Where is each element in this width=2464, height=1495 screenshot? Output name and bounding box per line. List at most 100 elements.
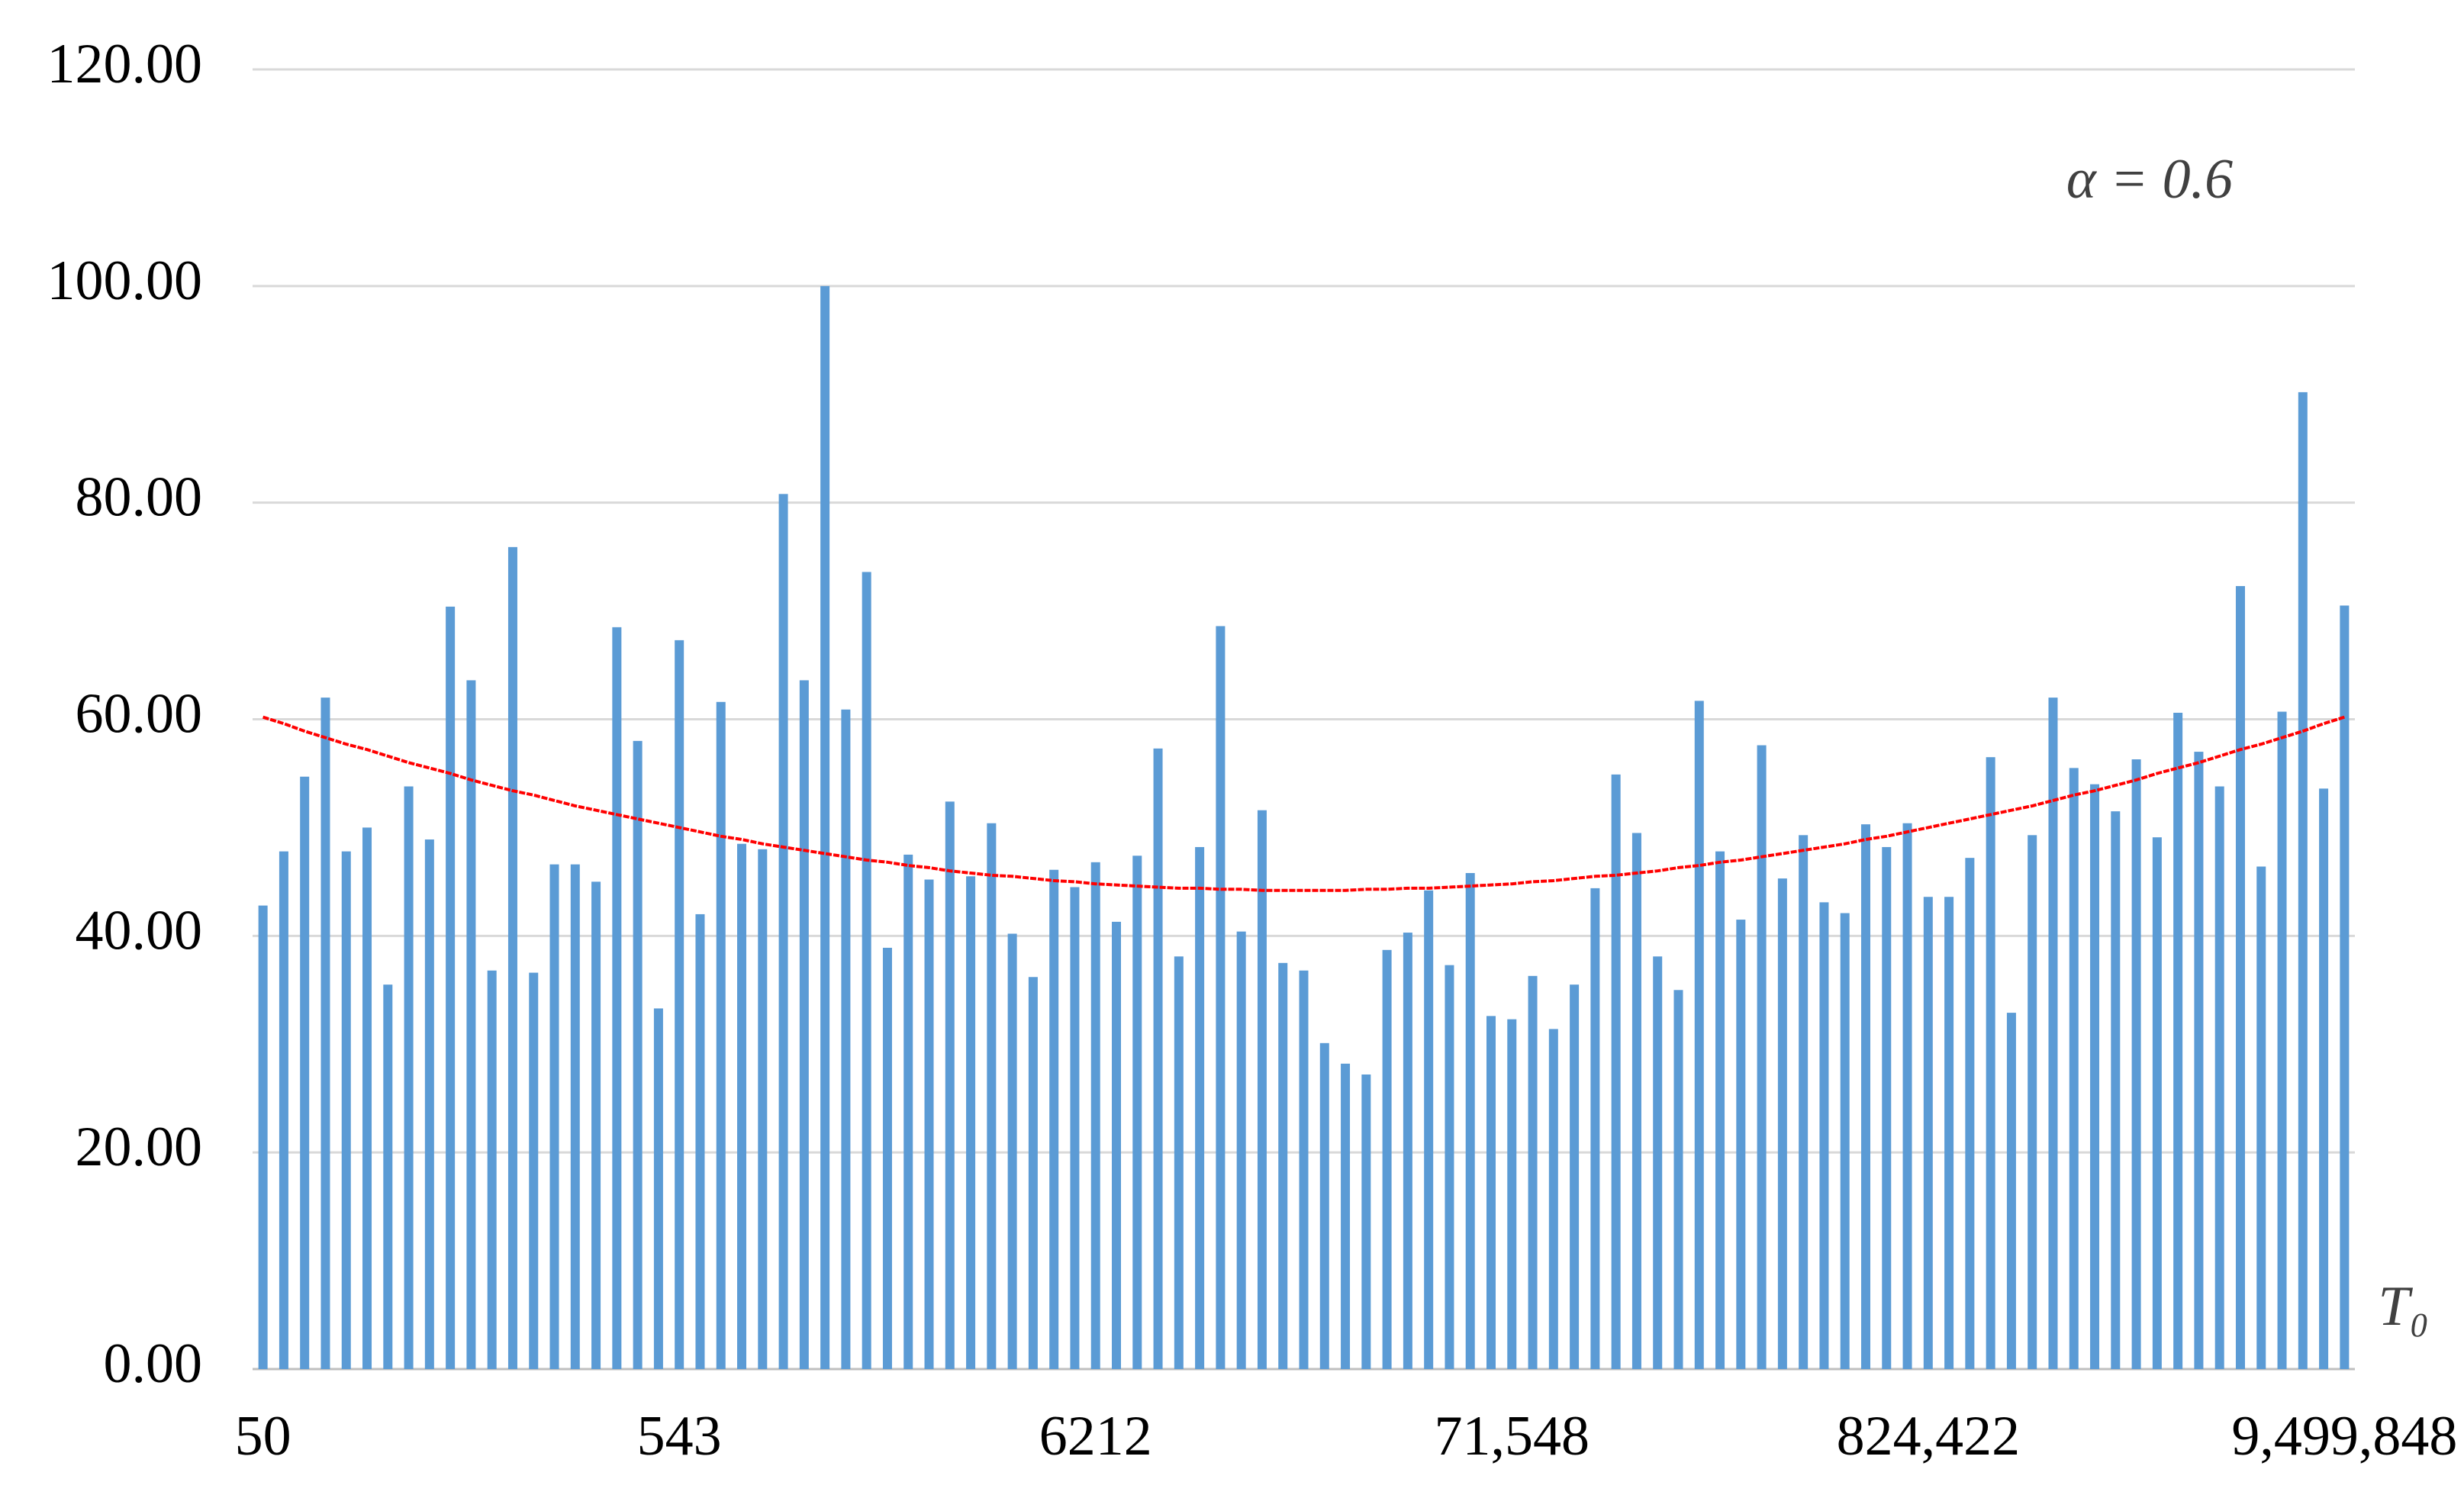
bar (1965, 858, 1975, 1369)
x-tick-label: 50 (235, 1405, 291, 1468)
bar (2006, 1013, 2016, 1369)
bar (487, 970, 497, 1369)
bar (2173, 712, 2183, 1369)
x-axis-label: T₀ (2379, 1275, 2430, 1338)
bar (507, 546, 517, 1369)
trend-line (263, 715, 2345, 892)
bar (1736, 920, 1746, 1369)
bar (1611, 774, 1621, 1369)
bar (258, 905, 268, 1369)
bar (1424, 890, 1434, 1369)
bar (591, 881, 601, 1369)
bar (1653, 956, 1663, 1369)
bar (675, 640, 684, 1369)
bar (1216, 626, 1226, 1369)
bar (466, 680, 476, 1369)
bar (924, 879, 934, 1369)
bar (1757, 745, 1767, 1369)
bar (424, 839, 434, 1369)
x-tick-label: 6212 (1039, 1405, 1152, 1468)
bar (1007, 933, 1017, 1369)
bar (1860, 824, 1870, 1369)
bar (2319, 788, 2329, 1369)
bar (737, 843, 747, 1369)
bar (1090, 862, 1100, 1369)
bar (549, 864, 559, 1369)
x-tick-label: 71,548 (1435, 1405, 1590, 1468)
bar (2028, 835, 2037, 1369)
bar (2235, 585, 2245, 1369)
x-tick-label: 9,499,848 (2231, 1405, 2457, 1468)
bar (1319, 1042, 1329, 1369)
bar (1382, 949, 1392, 1369)
y-tick-label: 100.00 (47, 250, 203, 312)
y-tick-label: 80.00 (76, 466, 203, 529)
bar (1840, 913, 1850, 1369)
bar (2277, 711, 2287, 1369)
bar (1819, 902, 1829, 1369)
bar (1153, 748, 1163, 1369)
bar (1902, 823, 1912, 1369)
bar (2214, 786, 2224, 1369)
bar (695, 913, 705, 1369)
bar (903, 854, 913, 1369)
bar (1299, 970, 1309, 1369)
bar (1570, 984, 1580, 1369)
bar (320, 698, 330, 1369)
bar (1112, 921, 1122, 1369)
bar (1631, 833, 1641, 1369)
bar (1257, 810, 1267, 1369)
bar (882, 947, 892, 1369)
y-tick-label: 60.00 (76, 682, 203, 745)
bar (1944, 897, 1954, 1369)
bar (404, 786, 414, 1369)
bar (1548, 1029, 1558, 1369)
bar (446, 606, 456, 1369)
bar (1132, 855, 1142, 1369)
bar (1923, 897, 1933, 1369)
bar (1361, 1074, 1371, 1369)
bar (1341, 1063, 1351, 1369)
bar (362, 827, 372, 1369)
bar (2069, 768, 2079, 1369)
bar (653, 1008, 663, 1369)
bar (1486, 1016, 1496, 1369)
bar (1236, 931, 1246, 1369)
bar (2298, 391, 2308, 1370)
bar (799, 680, 809, 1369)
bar (1174, 956, 1184, 1369)
bar (1694, 701, 1704, 1369)
bar (1278, 962, 1288, 1369)
annotation: α = 0.6 (2066, 148, 2233, 211)
bar (1028, 977, 1038, 1369)
bar (862, 572, 871, 1369)
x-tick-label: 824,422 (1837, 1405, 2021, 1468)
bar (987, 823, 997, 1369)
bar (1882, 846, 1892, 1369)
bar (1403, 933, 1412, 1369)
bar (2090, 784, 2100, 1369)
bar (820, 285, 830, 1369)
bar (383, 984, 393, 1369)
bar (778, 494, 788, 1369)
bar (1049, 869, 1059, 1369)
bar (2111, 811, 2121, 1369)
bar (1528, 975, 1538, 1369)
bar (1507, 1019, 1517, 1369)
bar (1195, 846, 1205, 1369)
bar (758, 849, 768, 1369)
bar (1070, 887, 1080, 1369)
bar (1465, 873, 1475, 1369)
bar (716, 701, 726, 1369)
bar (300, 776, 310, 1369)
bar (841, 709, 851, 1369)
y-tick-label: 0.00 (104, 1332, 203, 1395)
y-tick-label: 120.00 (47, 33, 203, 95)
y-tick-label: 40.00 (76, 899, 203, 962)
bar (570, 864, 580, 1369)
bar (279, 851, 288, 1369)
bar (1799, 835, 1809, 1369)
bar (1777, 878, 1787, 1369)
